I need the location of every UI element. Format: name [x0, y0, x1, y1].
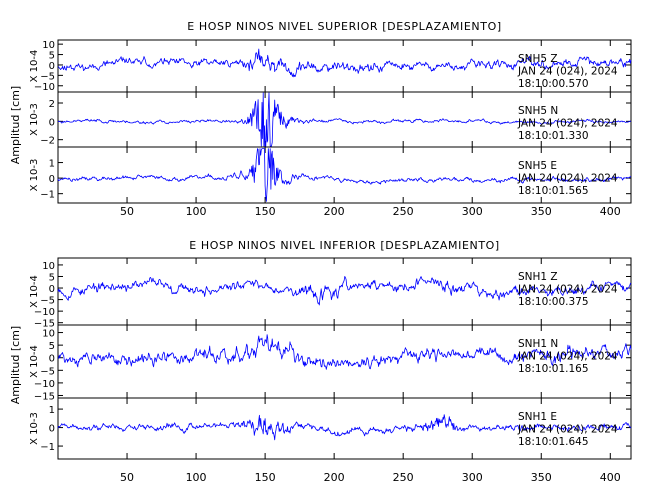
- station-info-line: 18:10:00.570: [518, 78, 589, 90]
- y-tick-label: 0: [49, 117, 55, 128]
- station-info-line: 18:10:01.565: [518, 185, 589, 197]
- chart-panel-2: E HOSP NINOS NIVEL INFERIOR [DESPLAZAMIE…: [9, 239, 632, 484]
- scale-label: X 10-4: [29, 50, 40, 83]
- y-tick-label: −1: [40, 442, 55, 453]
- chart-title: E HOSP NINOS NIVEL INFERIOR [DESPLAZAMIE…: [189, 239, 500, 252]
- station-info-line: 18:10:01.165: [518, 363, 589, 375]
- x-tick-label: 50: [120, 205, 134, 218]
- waveform-line: [57, 334, 632, 370]
- station-info-line: SNH5 Z: [518, 53, 558, 65]
- y-tick-label: 1: [49, 159, 55, 170]
- station-info-line: SNH5 E: [518, 160, 557, 172]
- scale-label: X 10-3: [29, 159, 40, 192]
- trace-frame: [57, 397, 632, 460]
- scale-label: X 10-4: [29, 345, 40, 378]
- waveform-line: [57, 275, 632, 306]
- x-tick-label: 50: [120, 471, 134, 484]
- scale-label: X 10-3: [29, 103, 40, 136]
- x-tick-label: 400: [600, 471, 621, 484]
- scale-label: X 10-4: [29, 275, 40, 308]
- x-tick-label: 200: [324, 205, 345, 218]
- y-tick-label: 5: [49, 341, 55, 352]
- waveform-line: [57, 48, 632, 78]
- y-tick-label: 10: [42, 261, 55, 272]
- y-tick-label: 10: [42, 329, 55, 340]
- station-info-line: JAN 24 (024), 2024: [517, 118, 618, 130]
- y-tick-label: −1: [40, 190, 55, 201]
- y-tick-label: 5: [49, 272, 55, 283]
- y-tick-label: 0: [49, 174, 55, 185]
- y-tick-label: 0: [49, 61, 55, 72]
- trace-frame: [57, 146, 632, 204]
- station-info-line: SNH1 N: [518, 338, 558, 350]
- scale-label: X 10-3: [29, 412, 40, 445]
- chart-panel-1: E HOSP NINOS NIVEL SUPERIOR [DESPLAZAMIE…: [9, 20, 632, 218]
- station-info-line: SNH1 E: [518, 411, 557, 423]
- y-tick-label: −10: [34, 82, 55, 93]
- y-tick-label: −5: [40, 296, 55, 307]
- x-tick-label: 250: [393, 205, 414, 218]
- waveform-line: [57, 92, 632, 147]
- station-info-line: 18:10:00.375: [518, 296, 589, 308]
- x-tick-label: 250: [393, 471, 414, 484]
- y-tick-label: −5: [40, 366, 55, 377]
- station-info-line: JAN 24 (024), 2024: [517, 284, 618, 296]
- waveform-line: [57, 414, 632, 441]
- x-tick-label: 200: [324, 471, 345, 484]
- y-tick-label: 0: [49, 284, 55, 295]
- x-tick-label: 100: [186, 205, 207, 218]
- x-tick-label: 300: [462, 205, 483, 218]
- station-info-line: 18:10:01.330: [518, 130, 589, 142]
- x-tick-label: 100: [186, 471, 207, 484]
- chart-title: E HOSP NINOS NIVEL SUPERIOR [DESPLAZAMIE…: [187, 20, 501, 33]
- x-tick-label: 400: [600, 205, 621, 218]
- x-tick-label: 350: [531, 205, 552, 218]
- waveform-line: [57, 148, 631, 202]
- x-tick-label: 150: [255, 471, 276, 484]
- y-tick-label: 2: [49, 99, 55, 110]
- station-info-line: JAN 24 (024), 2024: [517, 66, 618, 78]
- station-info-line: JAN 24 (024), 2024: [517, 424, 618, 436]
- y-tick-label: 10: [42, 40, 55, 51]
- x-tick-label: 150: [255, 205, 276, 218]
- station-info-line: JAN 24 (024), 2024: [517, 173, 618, 185]
- y-axis-label: Amplitud [cm]: [9, 326, 22, 404]
- y-axis-label: Amplitud [cm]: [9, 86, 22, 164]
- x-tick-label: 300: [462, 471, 483, 484]
- y-tick-label: 5: [49, 51, 55, 62]
- y-tick-label: −10: [34, 379, 55, 390]
- y-tick-label: −15: [34, 391, 55, 402]
- station-info-line: SNH5 N: [518, 105, 558, 117]
- y-tick-label: −15: [34, 319, 55, 330]
- station-info-line: JAN 24 (024), 2024: [517, 351, 618, 363]
- y-tick-label: 0: [49, 424, 55, 435]
- x-tick-label: 350: [531, 471, 552, 484]
- y-tick-label: 0: [49, 354, 55, 365]
- y-tick-label: −10: [34, 307, 55, 318]
- station-info-line: 18:10:01.645: [518, 436, 589, 448]
- station-info-line: SNH1 Z: [518, 271, 558, 283]
- y-tick-label: −2: [40, 136, 55, 147]
- y-tick-label: 1: [49, 405, 55, 416]
- y-tick-label: −5: [40, 71, 55, 82]
